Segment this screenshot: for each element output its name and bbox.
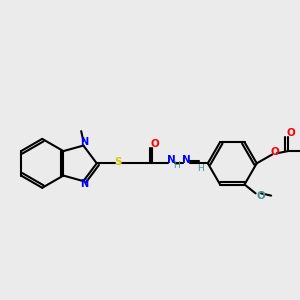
Text: N: N [80,179,88,189]
Text: O: O [287,128,296,138]
Text: O: O [257,190,266,201]
Text: H: H [197,164,203,173]
Text: S: S [114,157,122,167]
Text: N: N [182,155,191,165]
Text: O: O [270,147,279,157]
Text: H: H [173,161,180,170]
Text: N: N [80,137,88,147]
Text: N: N [167,155,176,165]
Text: O: O [150,140,159,149]
